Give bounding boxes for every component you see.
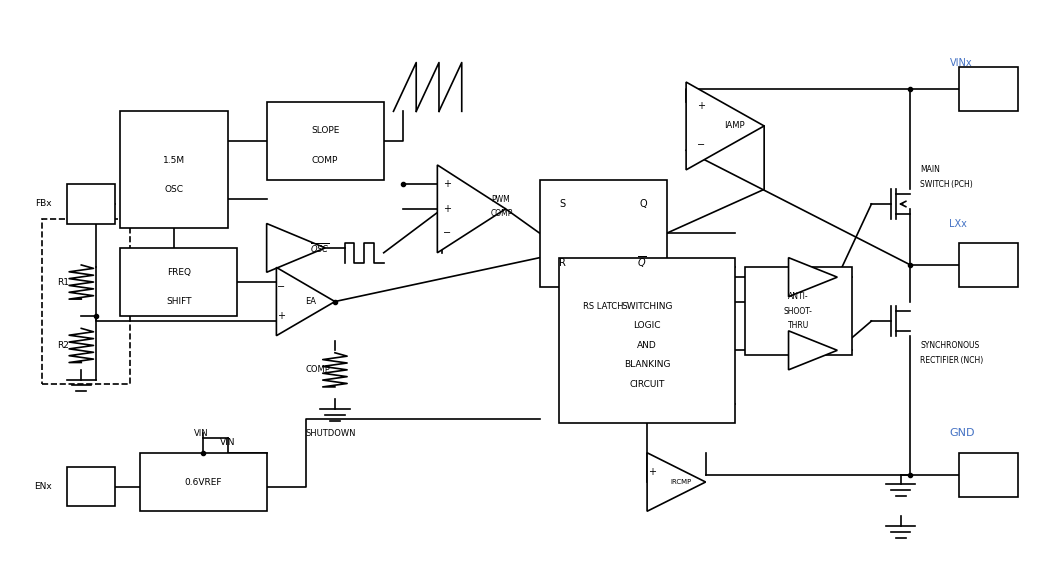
Text: +: + (443, 180, 451, 189)
Text: +: + (443, 204, 451, 214)
Text: BLANKING: BLANKING (623, 361, 670, 370)
Text: LXx: LXx (949, 218, 967, 229)
Bar (42, 219, 130, 384)
Text: ANTI-: ANTI- (788, 292, 808, 301)
Text: CIRCUIT: CIRCUIT (630, 380, 665, 389)
Text: VIN: VIN (193, 429, 208, 438)
Text: R1: R1 (57, 277, 69, 286)
Text: VIN: VIN (220, 438, 236, 447)
Polygon shape (647, 453, 705, 511)
Text: RS LATCH: RS LATCH (583, 302, 623, 311)
Bar (539, 180, 667, 287)
Text: GND: GND (949, 428, 975, 438)
Text: COMP: COMP (491, 209, 513, 218)
Text: +: + (697, 101, 705, 112)
Polygon shape (788, 257, 837, 297)
Bar (67, 184, 116, 223)
Text: SLOPE: SLOPE (311, 126, 340, 136)
Polygon shape (438, 165, 506, 253)
Text: −: − (697, 141, 705, 150)
Bar (959, 67, 1017, 111)
Bar (120, 248, 238, 316)
Text: FBx: FBx (35, 200, 52, 209)
Text: SYNCHRONOUS: SYNCHRONOUS (921, 341, 979, 350)
Text: MAIN: MAIN (921, 166, 940, 175)
Text: EA: EA (305, 297, 316, 306)
Text: 1.5M: 1.5M (162, 155, 185, 164)
Text: 0.6VREF: 0.6VREF (185, 477, 222, 486)
Text: SHIFT: SHIFT (166, 297, 191, 306)
Text: +: + (277, 311, 286, 321)
Text: SWITCH (PCH): SWITCH (PCH) (921, 180, 973, 189)
Bar (120, 111, 227, 229)
Text: ENx: ENx (34, 483, 52, 492)
Bar (744, 268, 852, 355)
Text: SHOOT-: SHOOT- (784, 307, 812, 316)
Text: SWITCHING: SWITCHING (621, 302, 673, 311)
Text: −: − (443, 229, 451, 238)
Text: THRU: THRU (788, 321, 809, 331)
Bar (560, 257, 735, 424)
Polygon shape (788, 331, 837, 370)
Text: AND: AND (637, 341, 657, 350)
Text: −: − (277, 282, 286, 292)
Bar (67, 467, 116, 506)
Text: R: R (560, 257, 566, 268)
Text: S: S (560, 199, 565, 209)
Text: IAMP: IAMP (724, 121, 746, 130)
Bar (959, 453, 1017, 497)
Bar (959, 243, 1017, 287)
Text: +: + (648, 467, 656, 477)
Text: IRCMP: IRCMP (670, 479, 691, 485)
Text: PWM: PWM (491, 194, 510, 204)
Text: FREQ: FREQ (167, 268, 191, 277)
Text: OSC: OSC (165, 185, 184, 194)
Text: COMP: COMP (306, 365, 330, 374)
Text: R2: R2 (57, 341, 69, 350)
Polygon shape (686, 82, 765, 170)
Text: $\overline{OSC}$: $\overline{OSC}$ (310, 241, 330, 255)
Text: COMP: COMP (312, 155, 339, 164)
Text: $\overline{Q}$: $\overline{Q}$ (637, 255, 647, 270)
Bar (267, 101, 383, 180)
Polygon shape (267, 223, 325, 272)
Text: VINx: VINx (949, 57, 972, 67)
Text: RECTIFIER (NCH): RECTIFIER (NCH) (921, 356, 983, 365)
Polygon shape (276, 268, 335, 336)
Text: SHUTDOWN: SHUTDOWN (306, 429, 356, 438)
Text: LOGIC: LOGIC (633, 321, 661, 331)
Bar (140, 453, 267, 511)
Text: Q: Q (639, 199, 647, 209)
